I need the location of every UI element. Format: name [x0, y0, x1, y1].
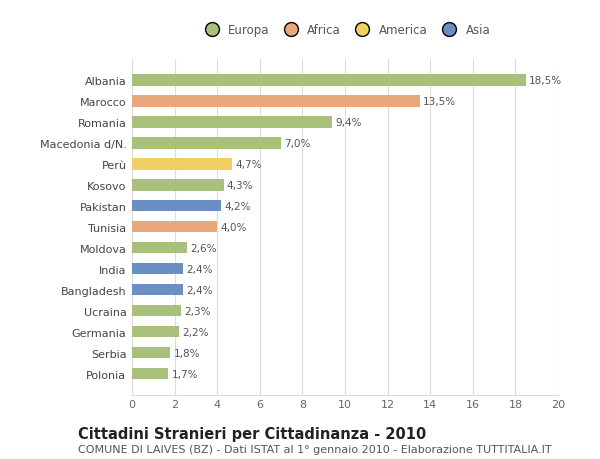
Text: 2,2%: 2,2% [182, 327, 209, 337]
Bar [132, 263, 183, 275]
Bar [132, 75, 526, 86]
Text: 2,3%: 2,3% [184, 306, 211, 316]
Text: 1,8%: 1,8% [173, 348, 200, 358]
Text: 4,2%: 4,2% [224, 202, 251, 211]
Text: 18,5%: 18,5% [529, 76, 562, 86]
Bar [132, 221, 217, 233]
Bar [132, 117, 332, 128]
Text: 2,4%: 2,4% [187, 264, 213, 274]
Text: 4,0%: 4,0% [220, 222, 247, 232]
Legend: Europa, Africa, America, Asia: Europa, Africa, America, Asia [197, 22, 493, 39]
Text: 4,3%: 4,3% [227, 180, 253, 190]
Bar [132, 96, 419, 107]
Text: 2,4%: 2,4% [187, 285, 213, 295]
Bar [132, 326, 179, 338]
Bar [132, 179, 224, 191]
Text: 7,0%: 7,0% [284, 139, 311, 148]
Bar [132, 368, 168, 380]
Bar [132, 159, 232, 170]
Text: 1,7%: 1,7% [172, 369, 198, 379]
Text: 9,4%: 9,4% [335, 118, 362, 128]
Text: 13,5%: 13,5% [423, 96, 456, 106]
Bar [132, 138, 281, 149]
Text: Cittadini Stranieri per Cittadinanza - 2010: Cittadini Stranieri per Cittadinanza - 2… [78, 426, 426, 441]
Text: COMUNE DI LAIVES (BZ) - Dati ISTAT al 1° gennaio 2010 - Elaborazione TUTTITALIA.: COMUNE DI LAIVES (BZ) - Dati ISTAT al 1°… [78, 444, 551, 454]
Bar [132, 201, 221, 212]
Bar [132, 347, 170, 358]
Bar [132, 305, 181, 317]
Bar [132, 242, 187, 254]
Text: 2,6%: 2,6% [191, 243, 217, 253]
Text: 4,7%: 4,7% [235, 159, 262, 169]
Bar [132, 284, 183, 296]
